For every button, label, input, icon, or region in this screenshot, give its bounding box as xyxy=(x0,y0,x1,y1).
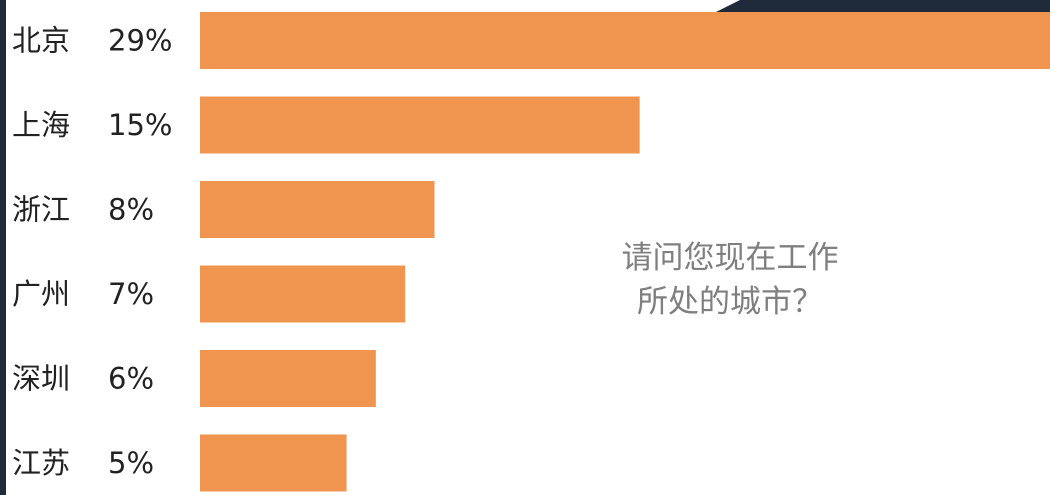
value-label-2: 8% xyxy=(108,193,154,227)
category-label-0: 北京 xyxy=(12,24,70,58)
bar-3 xyxy=(200,265,406,323)
bar-5 xyxy=(200,434,347,492)
value-label-0: 29% xyxy=(108,24,172,58)
category-label-1: 上海 xyxy=(12,108,70,142)
bar-2 xyxy=(200,181,435,238)
bar-1 xyxy=(200,96,640,154)
question-text-line2: 所处的城市？ xyxy=(637,284,823,320)
value-label-3: 7% xyxy=(108,277,154,311)
category-label-3: 广州 xyxy=(12,277,70,311)
value-label-4: 6% xyxy=(108,362,154,396)
value-label-5: 5% xyxy=(108,446,154,480)
category-label-4: 深圳 xyxy=(12,362,70,396)
question-text-line1: 请问您现在工作 xyxy=(622,240,839,276)
category-label-5: 江苏 xyxy=(12,446,70,480)
value-label-1: 15% xyxy=(108,108,172,142)
labels-layer: 北京 29% 上海 15% 浙江 8% 广州 7% 深圳 6% 江苏 5% xyxy=(12,24,172,481)
bar-4 xyxy=(200,350,376,407)
bars-layer xyxy=(200,12,1050,492)
bar-0 xyxy=(200,12,1050,69)
category-label-2: 浙江 xyxy=(12,193,70,227)
top-right-decoration xyxy=(712,0,1050,14)
left-edge-bar xyxy=(0,0,6,495)
